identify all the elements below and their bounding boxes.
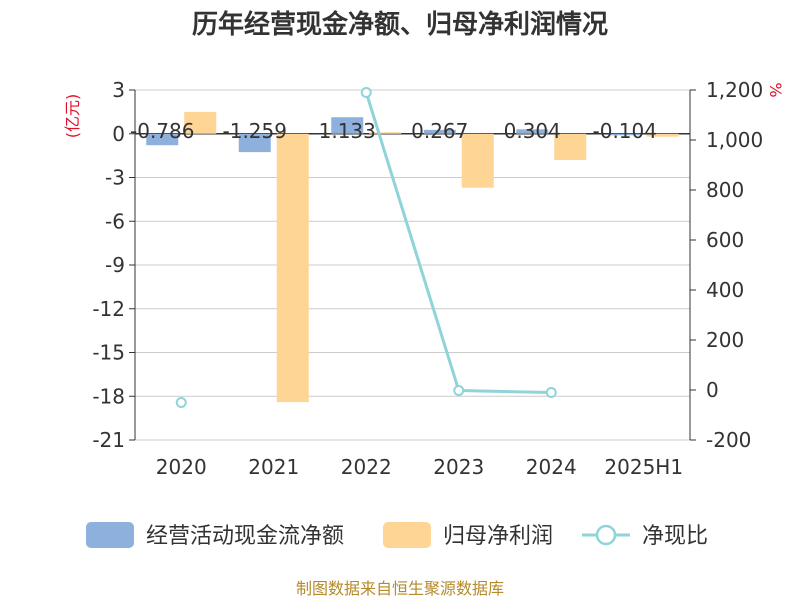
- x-tick-label: 2023: [433, 455, 484, 479]
- x-tick-label: 2025H1: [604, 455, 683, 479]
- right-tick-label: 1,200: [706, 78, 763, 102]
- legend-swatch-cashflow: [86, 522, 134, 548]
- bar-series: [146, 111, 679, 403]
- right-tick-label: -200: [706, 428, 751, 452]
- bar-cashflow: [331, 117, 364, 134]
- cashflow-data-label: 1.133: [319, 119, 376, 143]
- right-tick-label: 0: [706, 378, 719, 402]
- bar-cashflow: [423, 129, 456, 134]
- left-axis-unit: (亿元): [63, 94, 82, 139]
- x-tick-label: 2024: [526, 455, 577, 479]
- source-note: 制图数据来自恒生聚源数据库: [296, 579, 504, 598]
- bar-profit: [461, 133, 494, 188]
- right-tick-label: 200: [706, 328, 744, 352]
- left-tick-label: -12: [92, 297, 125, 321]
- left-tick-label: -9: [105, 253, 125, 277]
- x-tick-label: 2021: [248, 455, 299, 479]
- cashflow-data-label: 0.304: [504, 119, 561, 143]
- left-tick-label: 3: [112, 78, 125, 102]
- bar-profit: [276, 133, 309, 403]
- cashflow-data-label: 0.267: [411, 119, 468, 143]
- left-tick-label: -18: [92, 384, 125, 408]
- cashflow-data-label: -0.104: [593, 119, 657, 143]
- right-tick-label: 1,000: [706, 128, 763, 152]
- right-axis-unit: %: [766, 82, 785, 97]
- legend-item-ratio[interactable]: 净现比: [582, 524, 708, 549]
- legend-label-cashflow: 经营活动现金流净额: [146, 524, 344, 549]
- legend: 经营活动现金流净额 归母净利润 净现比: [86, 522, 708, 549]
- left-tick-label: -3: [105, 166, 125, 190]
- left-tick-label: -21: [92, 428, 125, 452]
- bar-cashflow: [608, 133, 641, 136]
- chart-title: 历年经营现金净额、归母净利润情况: [192, 9, 608, 40]
- grid-lines: [135, 89, 690, 441]
- cashflow-data-label: -0.786: [130, 119, 194, 143]
- left-axis: 3 0 -3 -6 -9 -12 -15 -18 -21: [92, 78, 136, 452]
- bar-cashflow: [516, 129, 549, 134]
- legend-label-profit: 归母净利润: [443, 524, 553, 549]
- line-series: [175, 87, 557, 408]
- bar-profit: [646, 133, 679, 137]
- data-labels: -0.786 -1.259 1.133 0.267 0.304 -0.104: [130, 119, 657, 143]
- bar-profit: [369, 132, 402, 134]
- right-tick-label: 400: [706, 278, 744, 302]
- x-tick-label: 2022: [341, 455, 392, 479]
- cashflow-data-label: -1.259: [223, 119, 287, 143]
- left-tick-label: -6: [105, 209, 125, 233]
- bar-profit: [184, 111, 217, 134]
- legend-item-cashflow[interactable]: 经营活动现金流净额: [86, 522, 344, 549]
- x-tick-label: 2020: [156, 455, 207, 479]
- x-axis: 2020 2021 2022 2023 2024 2025H1: [156, 455, 683, 479]
- right-axis: 1,200 1,000 800 600 400 200 0 -200: [689, 78, 763, 452]
- ratio-point: [545, 387, 557, 398]
- bar-cashflow: [146, 133, 179, 146]
- ratio-point: [175, 397, 187, 408]
- bar-cashflow: [238, 133, 271, 153]
- legend-swatch-profit: [383, 522, 431, 548]
- right-tick-label: 800: [706, 178, 744, 202]
- ratio-point: [360, 87, 372, 98]
- legend-marker-ratio: [595, 524, 617, 546]
- legend-item-profit[interactable]: 归母净利润: [383, 522, 553, 549]
- legend-label-ratio: 净现比: [642, 524, 708, 549]
- ratio-point: [453, 385, 465, 396]
- bar-profit: [554, 133, 587, 160]
- left-tick-label: 0: [112, 122, 125, 146]
- left-tick-label: -15: [92, 341, 125, 365]
- right-tick-label: 600: [706, 228, 744, 252]
